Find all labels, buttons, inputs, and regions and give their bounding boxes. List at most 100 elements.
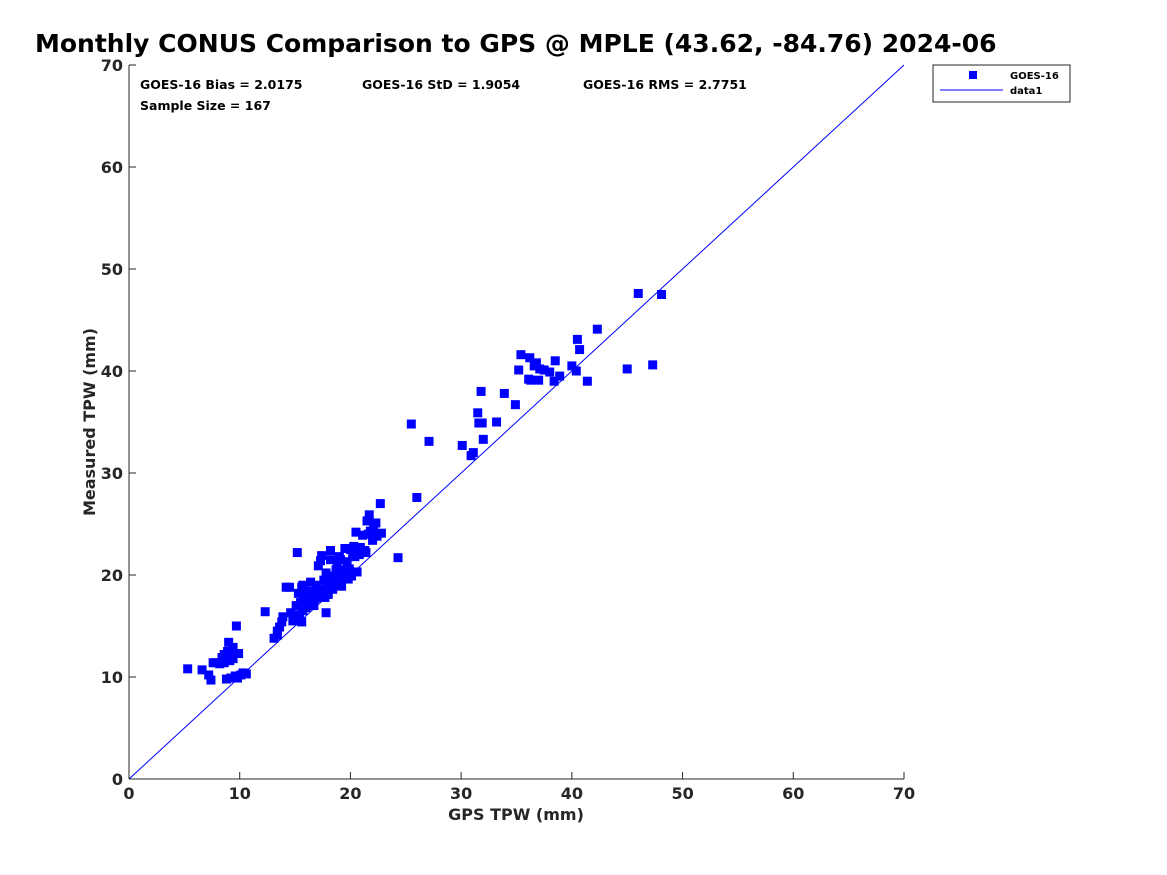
y-tick-label: 0: [112, 770, 123, 789]
data-point: [622, 364, 632, 374]
y-tick-label: 20: [101, 566, 123, 585]
y-tick-label: 60: [101, 158, 123, 177]
data-point: [314, 592, 324, 602]
data-point: [424, 436, 434, 446]
data-point: [326, 546, 335, 556]
data-point: [197, 665, 207, 675]
plot-frame: [128, 65, 904, 780]
data-point: [340, 543, 350, 553]
data-point: [321, 568, 331, 578]
data-point: [555, 371, 565, 381]
ticks-layer: 0 10 20 30 40 50 60 70 0 10 20 30 40 50 60 70: [101, 56, 915, 803]
data-point: [351, 527, 361, 537]
data-point: [406, 419, 416, 429]
y-tick-label: 40: [101, 362, 123, 381]
x-tick-label: 20: [339, 784, 361, 803]
data-point: [510, 400, 520, 410]
data-point: [206, 675, 216, 685]
data-point: [328, 584, 338, 594]
y-tick-label: 50: [101, 260, 123, 279]
legend-marker-goes16: [969, 71, 977, 79]
x-tick-label: 70: [893, 784, 915, 803]
data-point: [275, 622, 285, 632]
x-tick-label: 40: [561, 784, 583, 803]
data-point: [393, 553, 403, 563]
data-point: [321, 608, 331, 618]
data-point: [313, 561, 323, 571]
data-point: [369, 523, 379, 533]
data-point: [306, 577, 316, 587]
x-tick-label: 0: [123, 784, 134, 803]
data-point: [285, 582, 295, 592]
data-point: [234, 649, 244, 659]
data-point: [539, 365, 549, 375]
legend-label-data1: data1: [1010, 86, 1042, 97]
data-point: [375, 499, 385, 509]
data-point: [633, 288, 643, 298]
x-axis-label: GPS TPW (mm): [448, 805, 584, 824]
data-point: [545, 367, 555, 377]
data-point: [516, 350, 526, 360]
data-point: [344, 564, 354, 574]
data-point: [525, 353, 535, 363]
data-point: [657, 290, 667, 299]
data-point: [316, 556, 326, 566]
data-point: [337, 581, 347, 591]
data-point: [477, 418, 487, 428]
data-point: [342, 557, 352, 567]
data-point: [298, 580, 308, 590]
data-point: [323, 589, 333, 599]
legend-label-goes16: GOES-16: [1010, 71, 1059, 82]
data-point: [534, 375, 544, 385]
data-point: [296, 598, 306, 608]
y-axis-label: Measured TPW (mm): [80, 328, 99, 516]
data-layer: [128, 64, 905, 780]
data-point: [492, 417, 502, 427]
data-point: [575, 345, 585, 355]
data-point: [312, 580, 322, 590]
data-point: [361, 548, 371, 558]
x-tick-label: 50: [671, 784, 693, 803]
data-point: [473, 408, 483, 418]
data-point: [228, 642, 238, 652]
data-point: [499, 388, 509, 398]
data-point: [364, 510, 374, 520]
data-point: [478, 434, 488, 444]
stat-bias: GOES-16 Bias = 2.0175: [140, 77, 302, 92]
data-point: [204, 670, 214, 680]
data-point: [330, 574, 340, 584]
data-point: [571, 366, 581, 376]
data-point: [352, 567, 362, 577]
data-point: [335, 555, 345, 565]
x-tick-label: 60: [782, 784, 804, 803]
data-point: [457, 440, 467, 450]
data-point: [297, 617, 307, 627]
data-point: [228, 654, 238, 664]
data-point: [550, 356, 560, 366]
y-tick-label: 30: [101, 464, 123, 483]
data-point: [362, 516, 372, 526]
data-point: [526, 375, 536, 385]
data-point: [241, 669, 251, 679]
legend: GOES-16 data1: [932, 64, 1071, 103]
data-point: [183, 664, 193, 674]
data-point: [358, 530, 368, 540]
data-point: [412, 492, 422, 502]
data-point: [224, 637, 234, 647]
data-point: [514, 365, 524, 375]
data-point: [317, 551, 327, 561]
data-point: [293, 588, 303, 598]
data-point: [476, 386, 486, 396]
data-point: [322, 582, 332, 592]
data-point: [549, 376, 559, 386]
data-point: [231, 621, 241, 631]
data-point: [468, 448, 478, 458]
data-point: [648, 360, 658, 370]
data-point: [371, 518, 381, 528]
legend-box: [932, 64, 1071, 103]
y-tick-label: 70: [101, 56, 123, 75]
series-line-data1: [128, 64, 905, 780]
data-point: [278, 612, 288, 622]
data-point: [531, 358, 541, 368]
